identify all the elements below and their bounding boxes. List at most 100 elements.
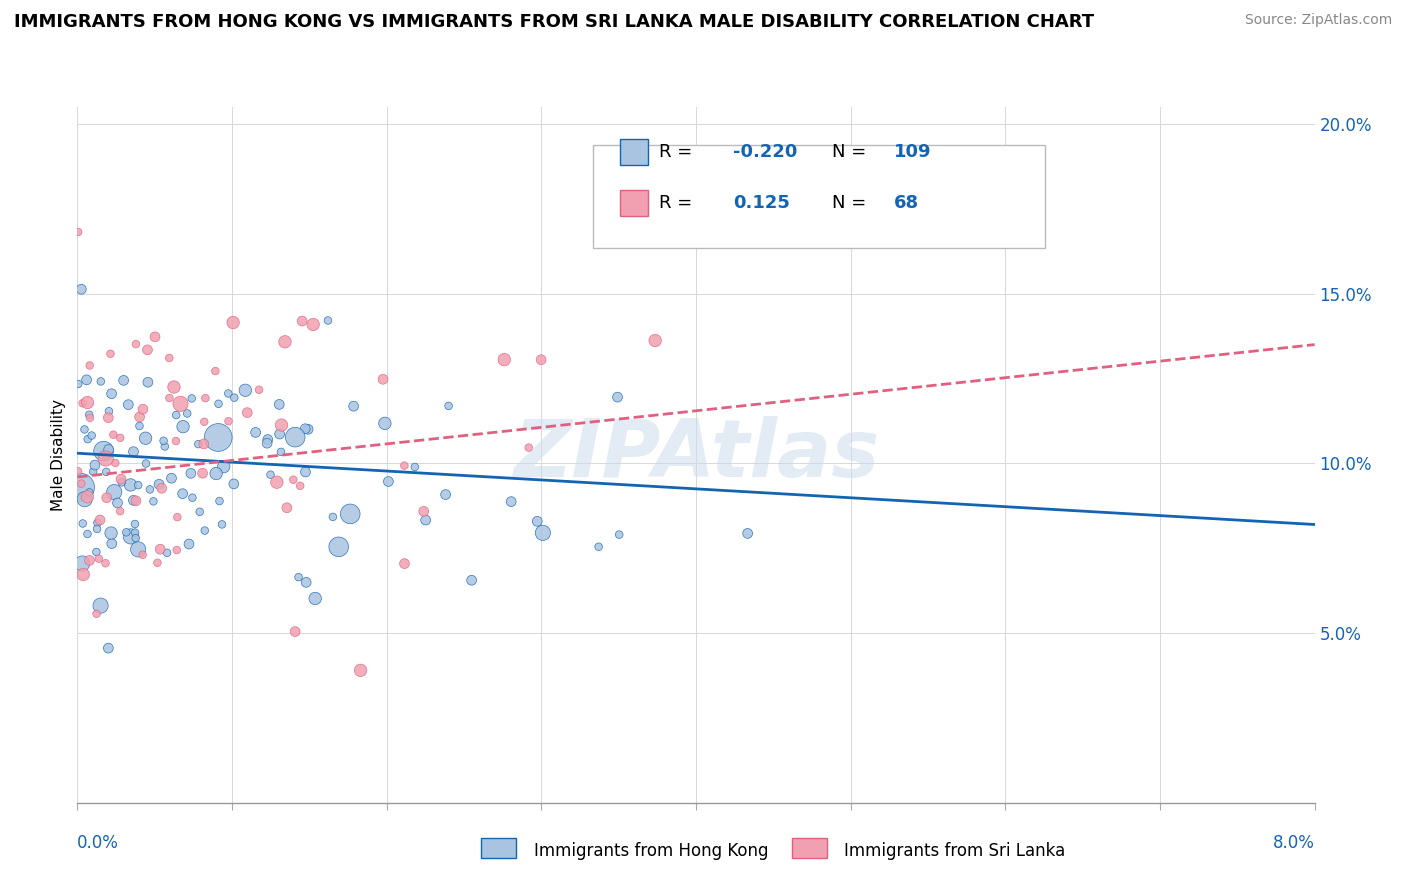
Point — [67, 464, 90, 478]
Point — [94, 451, 117, 466]
Point — [125, 337, 148, 351]
Point — [135, 457, 157, 471]
Point — [97, 641, 120, 656]
Point — [152, 434, 174, 448]
Point — [82, 465, 104, 479]
Point — [117, 398, 139, 412]
Point — [76, 395, 98, 409]
Text: R =: R = — [659, 194, 697, 212]
Point — [222, 476, 245, 491]
Y-axis label: Male Disability: Male Disability — [51, 399, 66, 511]
Point — [218, 414, 240, 428]
Point — [96, 465, 118, 479]
Point — [316, 313, 339, 327]
Point — [160, 471, 183, 485]
Point — [120, 529, 142, 543]
Text: 68: 68 — [894, 194, 920, 212]
Point — [148, 477, 170, 491]
Point — [96, 491, 118, 505]
Point — [284, 624, 307, 639]
Point — [97, 404, 120, 418]
Point — [125, 493, 148, 508]
Point — [304, 591, 326, 606]
Point — [103, 427, 125, 442]
Point — [136, 376, 159, 390]
Point — [270, 418, 292, 433]
Point — [412, 504, 434, 518]
Point — [501, 494, 523, 508]
Point — [247, 383, 270, 397]
Point — [127, 542, 149, 557]
Point — [76, 527, 98, 541]
Point — [259, 467, 281, 482]
Point — [97, 442, 120, 457]
Point — [142, 494, 165, 508]
Point — [93, 444, 115, 458]
Point — [122, 444, 145, 458]
Point — [394, 458, 416, 473]
Point — [211, 517, 233, 532]
Point — [86, 522, 108, 536]
Point — [153, 440, 176, 454]
Point — [377, 475, 399, 489]
Point — [79, 410, 101, 425]
Point — [284, 430, 307, 444]
Point — [302, 318, 325, 332]
Point — [69, 480, 91, 494]
Point — [89, 513, 111, 527]
Bar — [620, 190, 648, 216]
Point — [156, 546, 179, 560]
Point — [343, 399, 366, 413]
Point — [103, 485, 125, 500]
Point — [191, 467, 214, 481]
Point — [193, 415, 215, 429]
Point — [205, 467, 228, 481]
Point — [110, 472, 132, 486]
Point — [165, 434, 187, 448]
Point — [494, 352, 516, 367]
Point — [531, 525, 554, 540]
Point — [124, 525, 146, 540]
Point — [125, 531, 148, 545]
Text: 8.0%: 8.0% — [1272, 834, 1315, 852]
Point — [100, 526, 122, 541]
Point — [93, 448, 115, 462]
Point — [110, 431, 132, 445]
Point — [96, 449, 118, 463]
Point — [150, 481, 173, 495]
Point — [291, 314, 314, 328]
Point — [187, 437, 209, 451]
Point — [644, 334, 666, 348]
Point — [149, 542, 172, 557]
Point — [188, 505, 211, 519]
Point — [166, 510, 188, 524]
Point — [86, 545, 108, 559]
Point — [115, 525, 138, 540]
Point — [208, 494, 231, 508]
Point — [120, 478, 142, 492]
Point — [124, 516, 146, 531]
Point — [460, 574, 482, 588]
Point — [111, 475, 134, 490]
Point — [163, 380, 186, 394]
Point — [70, 282, 93, 296]
Point — [294, 465, 316, 479]
Point — [97, 410, 120, 425]
Point — [108, 504, 131, 518]
Point — [128, 409, 150, 424]
Point — [79, 485, 101, 500]
Point — [437, 399, 460, 413]
Point — [269, 397, 291, 411]
Point — [294, 422, 316, 436]
Point — [224, 391, 246, 405]
Point — [72, 557, 94, 571]
Point — [131, 548, 153, 562]
Point — [136, 343, 159, 357]
Point — [394, 557, 416, 571]
Point — [135, 431, 157, 445]
Point — [371, 372, 394, 386]
Point — [143, 330, 166, 344]
Point — [87, 551, 110, 566]
Point — [72, 396, 94, 410]
Point — [434, 487, 457, 501]
